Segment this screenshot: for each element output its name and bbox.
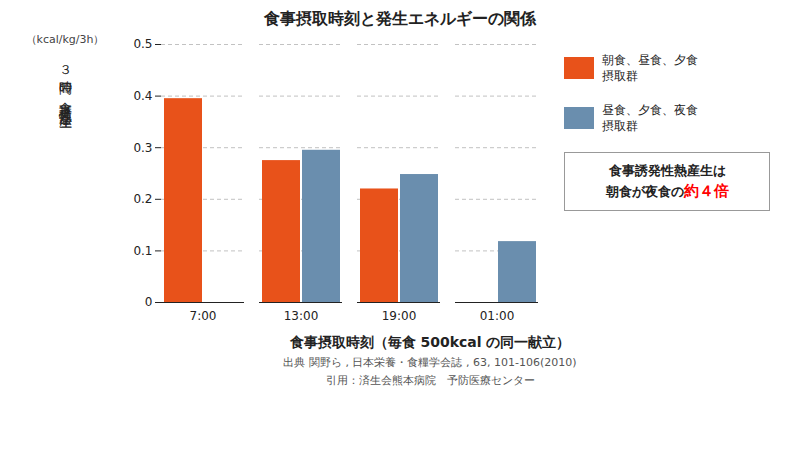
html-text:（kcal/kg/3h）: （kcal/kg/3h） (25, 33, 105, 46)
html-text:摂取群: 摂取群 (602, 119, 638, 133)
svg-text:0.1: 0.1 (133, 244, 152, 258)
svg-text:0.4: 0.4 (133, 89, 152, 103)
html-text:摂取群: 摂取群 (602, 69, 638, 83)
html-text:３時間の食事誘発性熱産生: ３時間の食事誘発性熱産生 (58, 55, 73, 107)
html-text:引用：済生会熊本病院 予防医療センター: 引用：済生会熊本病院 予防医療センター (325, 374, 535, 387)
html-text:食事摂取時刻（毎食 500kcal の同一献立）: 食事摂取時刻（毎食 500kcal の同一献立） (289, 334, 571, 350)
svg-text:7:00: 7:00 (190, 309, 217, 323)
html-text:朝食、昼食、夕食: 朝食、昼食、夕食 (602, 53, 698, 67)
svg-text:0.2: 0.2 (133, 192, 152, 206)
html-text:食事誘発性熱産生は: 食事誘発性熱産生は (608, 163, 726, 178)
svg-text:0.5: 0.5 (133, 37, 152, 51)
svg-text:19:00: 19:00 (382, 309, 417, 323)
html-text:朝食が夜食の約４倍: 朝食が夜食の約４倍 (605, 182, 729, 200)
html-text:昼食、夕食、夜食: 昼食、夕食、夜食 (602, 103, 698, 117)
html-text:出典 関野ら , 日本栄養・食糧学会誌 , 63, 101-: 出典 関野ら , 日本栄養・食糧学会誌 , 63, 101-106(2010) (283, 356, 577, 369)
html-text:食事摂取時刻と発生エネルギーの関係: 食事摂取時刻と発生エネルギーの関係 (264, 9, 536, 28)
svg-text:01:00: 01:00 (480, 309, 515, 323)
svg-text:0: 0 (145, 295, 153, 309)
svg-text:0.3: 0.3 (133, 141, 152, 155)
svg-text:13:00: 13:00 (284, 309, 319, 323)
